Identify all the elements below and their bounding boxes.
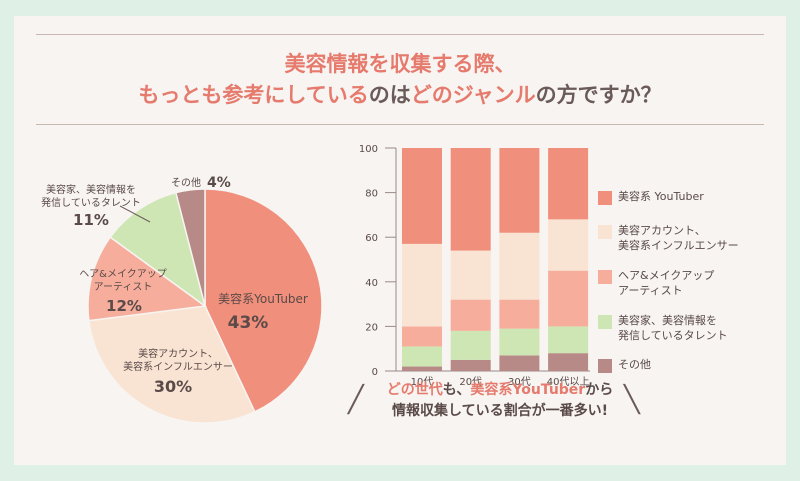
bar-segment-hairmake [548, 270, 589, 327]
conclusion-line2: 情報収集している割合が一番多い! [392, 403, 608, 419]
bar-segment-account [450, 250, 491, 300]
bar-segment-account [402, 243, 442, 327]
bar-segment-account [499, 232, 540, 300]
pie-pct-hairmake: 12% [106, 297, 142, 315]
legend-label: 美容系 YouTuber [618, 190, 704, 203]
conclusion-accent-1: どの世代 [386, 382, 443, 398]
pie-slice-youtuber [204, 188, 323, 413]
bar-segment-beauty_expert [548, 326, 589, 354]
legend-label: その他 [618, 358, 651, 371]
pie-label-beauty_expert: 美容家、美容情報を発信しているタレント [41, 183, 141, 209]
pie-leader-line [119, 205, 151, 223]
legend-swatch [598, 315, 612, 329]
bar-segment-other [450, 359, 491, 371]
legend-swatch [598, 359, 612, 373]
legend-swatch [598, 225, 612, 239]
bar-segment-hairmake [450, 299, 491, 331]
pie-label-hairmake: ヘア&メイクアップアーティスト [79, 268, 167, 293]
pie-label-account: 美容アカウント、美容系インフルエンサー [123, 347, 233, 373]
bar-segment-other [402, 366, 442, 371]
legend-swatch [598, 191, 612, 205]
headline-accent-1: もっとも参考にしている [138, 83, 369, 107]
headline-plain-1: のは [368, 83, 411, 107]
headline-line1: 美容情報を収集する際、 [284, 52, 516, 76]
x-tick-label: 40代以上 [547, 376, 590, 388]
conclusion-text: どの世代も、美容系YouTuberから 情報収集している割合が一番多い! [350, 380, 650, 422]
bar-segment-youtuber [402, 148, 442, 244]
pie-pct-beauty_expert: 11% [73, 211, 109, 229]
bar-segment-hairmake [499, 299, 540, 329]
x-tick-label: 30代 [508, 376, 531, 388]
bar-segment-youtuber [499, 148, 540, 233]
pie-pct-youtuber: 43% [228, 313, 269, 333]
legend-label: ヘア&メイクアップ アーティスト [618, 269, 715, 297]
bar-segment-beauty_expert [402, 346, 442, 367]
headline-accent-2: どのジャンル [410, 83, 536, 107]
pie-slice-beauty_expert [109, 191, 207, 308]
bar-segment-beauty_expert [450, 330, 491, 360]
y-tick-label: 100 [359, 144, 378, 155]
slash-right-deco: ╲ [624, 385, 640, 415]
y-tick-label: 60 [365, 233, 378, 244]
bar-segment-other [548, 353, 589, 371]
y-tick-label: 0 [372, 367, 378, 378]
bar-segment-beauty_expert [499, 328, 540, 356]
x-tick-label: 10代 [411, 376, 434, 388]
top-divider [36, 34, 764, 35]
slash-left-deco: ╱ [348, 385, 364, 415]
pie-slice-hairmake [87, 236, 207, 322]
pie-label-other: その他 [171, 176, 201, 189]
pie-pct-other: 4% [207, 175, 231, 191]
headline-line2: もっとも参考にしているのはどのジャンルの方ですか？ [14, 79, 786, 109]
conclusion-accent-2: 美容系YouTuber [470, 382, 586, 398]
pie-pct-account: 30% [154, 377, 192, 396]
bar-segment-other [499, 355, 540, 371]
x-tick-label: 20代 [459, 376, 482, 388]
pie-slice-account [88, 305, 256, 424]
conclusion-plain-1: も、 [442, 382, 471, 398]
legend-swatch [598, 270, 612, 284]
headline-plain-2: の方ですか？ [535, 83, 662, 107]
pie-label-youtuber: 美容系YouTuber [218, 291, 308, 306]
legend-label: 美容家、美容情報を 発信しているタレント [618, 314, 728, 342]
bottom-divider [36, 124, 764, 125]
pie-slice-other [174, 188, 206, 307]
bar-segment-hairmake [402, 326, 442, 347]
y-tick-label: 20 [365, 322, 378, 333]
y-tick-label: 40 [365, 278, 378, 289]
conclusion-plain-2: から [585, 382, 614, 398]
bar-segment-account [548, 219, 589, 271]
bar-segment-youtuber [548, 148, 589, 220]
y-tick-label: 80 [365, 189, 378, 200]
legend-label: 美容アカウント、 美容系インフルエンサー [618, 224, 739, 252]
bar-segment-youtuber [450, 148, 491, 251]
